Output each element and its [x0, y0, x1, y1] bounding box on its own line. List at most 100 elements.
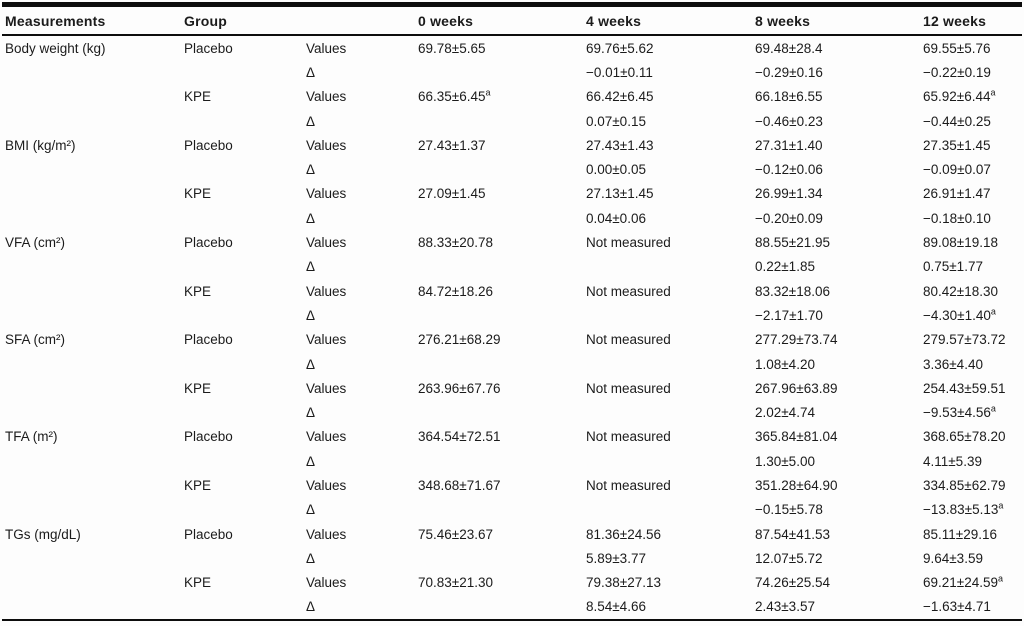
value-cell: 27.35±1.45 [923, 137, 991, 153]
value-cell: −0.22±0.19 [923, 64, 991, 80]
measurement-cell: VFA (cm²) [5, 235, 65, 251]
group-cell: Placebo [184, 40, 233, 56]
table-row: Δ 0.07±0.15 −0.46±0.23 −0.44±0.25 [2, 109, 1022, 133]
subrow-label-cell: Values [306, 332, 347, 348]
subrow-label-cell: Δ [306, 453, 316, 469]
header-0-weeks: 0 weeks [418, 4, 586, 36]
table-row: Δ 0.00±0.05 −0.12±0.06 −0.09±0.07 [2, 157, 1022, 181]
subrow-label-cell: Values [306, 137, 347, 153]
measurement-cell [2, 498, 184, 522]
measurement-cell [2, 206, 184, 230]
value-cell: 5.89±3.77 [586, 550, 646, 566]
subrow-label-cell: Values [306, 526, 347, 542]
value-cell: 9.64±3.59 [923, 550, 983, 566]
value-cell: 0.00±0.05 [586, 162, 646, 178]
measurement-cell [2, 546, 184, 570]
table-row: SFA (cm²) Placebo Values 276.21±68.29 Not me… [2, 328, 1022, 352]
subrow-label-cell: Δ [306, 356, 316, 372]
subrow-label-cell: Values [306, 575, 347, 591]
measurement-cell [2, 400, 184, 424]
value-cell: 364.54±72.51 [418, 429, 501, 445]
value-cell: 2.43±3.57 [755, 599, 815, 615]
table-row: Δ 2.02±4.74 −9.53±4.56a [2, 400, 1022, 424]
value-cell: 0.07±0.15 [586, 113, 646, 129]
group-cell: KPE [184, 380, 212, 396]
subrow-label-cell: Δ [306, 405, 316, 421]
value-cell: 0.22±1.85 [755, 259, 815, 275]
value-cell: 0.75±1.77 [923, 259, 983, 275]
measurement-cell: TFA (m²) [5, 429, 58, 445]
subrow-label-cell: Δ [306, 113, 316, 129]
value-cell: −4.30±1.40a [923, 306, 996, 323]
value-cell: Not measured [586, 235, 671, 251]
value-cell: 279.57±73.72 [923, 332, 1006, 348]
value-cell: 88.55±21.95 [755, 235, 830, 251]
value-cell: 69.21±24.59a [923, 573, 1003, 591]
subrow-label-cell: Values [306, 89, 347, 105]
measurement-cell [2, 60, 184, 84]
measurement-cell [2, 303, 184, 327]
value-cell [418, 400, 586, 424]
value-cell: 348.68±71.67 [418, 477, 501, 493]
measurement-cell [2, 595, 184, 620]
subrow-label-cell: Values [306, 477, 347, 493]
value-cell: 1.30±5.00 [755, 453, 815, 469]
value-cell: −0.20±0.09 [755, 210, 823, 226]
measurement-cell [2, 109, 184, 133]
value-cell: 26.99±1.34 [755, 186, 823, 202]
group-cell [184, 449, 306, 473]
value-cell: 65.92±6.44a [923, 87, 996, 105]
group-cell: KPE [184, 89, 212, 105]
value-cell: 89.08±19.18 [923, 235, 998, 251]
value-cell: 27.31±1.40 [755, 137, 823, 153]
value-cell: −9.53±4.56a [923, 403, 996, 421]
value-cell [586, 449, 755, 473]
value-cell: 276.21±68.29 [418, 332, 501, 348]
subrow-label-cell: Values [306, 380, 347, 396]
value-cell: Not measured [586, 283, 671, 299]
table-row: Δ −2.17±1.70 −4.30±1.40a [2, 303, 1022, 327]
value-cell [418, 498, 586, 522]
value-cell: 69.76±5.62 [586, 40, 654, 56]
measurement-cell: TGs (mg/dL) [5, 526, 81, 542]
table-header: Measurements Group 0 weeks 4 weeks 8 wee… [2, 4, 1022, 36]
value-cell: 69.55±5.76 [923, 40, 991, 56]
group-cell: Placebo [184, 526, 233, 542]
value-cell: 81.36±24.56 [586, 526, 661, 542]
group-cell [184, 546, 306, 570]
value-cell [418, 206, 586, 230]
value-cell: 2.02±4.74 [755, 405, 815, 421]
value-cell: 85.11±29.16 [923, 526, 997, 542]
value-cell: −0.46±0.23 [755, 113, 823, 129]
subrow-label-cell: Δ [306, 502, 316, 518]
group-cell [184, 206, 306, 230]
value-cell: 84.72±18.26 [418, 283, 493, 299]
subrow-label-cell: Δ [306, 550, 316, 566]
value-cell: 69.78±5.65 [418, 40, 486, 56]
group-cell: KPE [184, 575, 212, 591]
value-cell: Not measured [586, 332, 671, 348]
value-cell: −0.01±0.11 [586, 64, 653, 80]
value-cell: −2.17±1.70 [755, 307, 823, 323]
value-cell: 74.26±25.54 [755, 575, 830, 591]
value-cell: −0.09±0.07 [923, 162, 991, 178]
value-cell [586, 303, 755, 327]
value-cell: 365.84±81.04 [755, 429, 838, 445]
measurement-cell [2, 571, 184, 595]
subrow-label-cell: Values [306, 186, 347, 202]
table-body: Body weight (kg) Placebo Values 69.78±5.65 6… [2, 35, 1022, 620]
header-8-weeks: 8 weeks [755, 4, 923, 36]
table-row: KPE Values 27.09±1.45 27.13±1.45 26.99±1.34 2… [2, 182, 1022, 206]
measurement-cell [2, 449, 184, 473]
table-row: KPE Values 66.35±6.45a 66.42±6.45 66.18±6.55… [2, 85, 1022, 109]
measurement-cell [2, 182, 184, 206]
table-row: Δ −0.15±5.78 −13.83±5.13a [2, 498, 1022, 522]
value-cell: 27.43±1.43 [586, 137, 654, 153]
measurement-cell: Body weight (kg) [5, 40, 106, 56]
header-row: Measurements Group 0 weeks 4 weeks 8 wee… [2, 4, 1022, 36]
value-cell: −0.15±5.78 [755, 502, 823, 518]
value-cell [586, 352, 755, 376]
value-cell: 27.13±1.45 [586, 186, 654, 202]
group-cell [184, 400, 306, 424]
